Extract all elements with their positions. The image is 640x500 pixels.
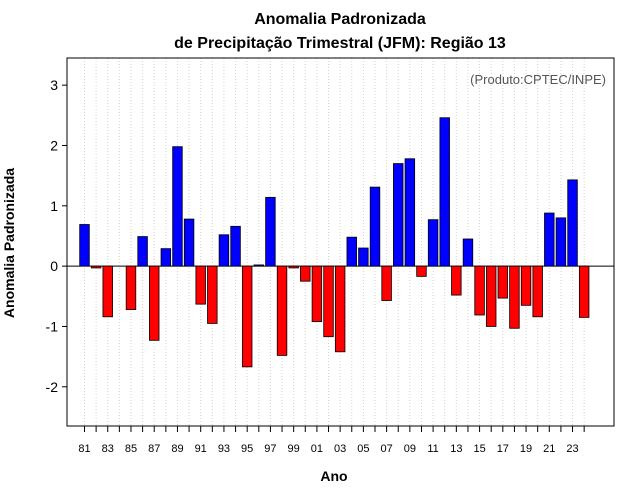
bar-1988: [160, 248, 172, 267]
x-tick-label: 81: [78, 443, 90, 455]
bar-1997: [265, 196, 276, 267]
x-tick-label: 01: [311, 443, 323, 455]
x-tick-label: 15: [473, 443, 485, 455]
bar-1992: [207, 265, 218, 324]
bar-2013: [451, 265, 462, 296]
x-tick-label: 17: [497, 443, 509, 455]
bar-series: [79, 117, 590, 368]
x-tick-label: 99: [288, 443, 300, 455]
bar-1996: [253, 264, 265, 267]
x-tick-label: 87: [148, 443, 160, 455]
y-tick-label: 1: [50, 198, 58, 214]
x-axis: 81 83 85 87 89 91 93 95 97 99 01 03 05 07 09 11 13 15 17 19…: [78, 426, 585, 455]
x-tick-label: 89: [171, 443, 183, 455]
x-tick-label: 91: [195, 443, 207, 455]
x-tick-label: 21: [543, 443, 555, 455]
chart-title-line1: Anomalia Padronizada: [254, 11, 426, 28]
x-tick-label: 03: [334, 443, 346, 455]
x-tick-label: 95: [241, 443, 253, 455]
bar-1998: [276, 265, 288, 356]
bar-2017: [497, 265, 509, 299]
bar-2016: [485, 265, 497, 327]
bar-2019: [520, 265, 532, 306]
bar-2022: [555, 217, 567, 267]
bar-2009: [404, 158, 416, 267]
chart-title-line2: de Precipitação Trimestral (JFM): Região…: [174, 35, 506, 52]
bar-2003: [334, 265, 346, 353]
x-tick-label: 93: [218, 443, 230, 455]
bar-1987: [149, 265, 160, 341]
bar-1994: [230, 225, 241, 267]
bar-2002: [323, 265, 334, 338]
bar-2020: [532, 265, 543, 318]
bar-2014: [462, 238, 474, 267]
x-tick-label: 85: [125, 443, 137, 455]
source-annotation: (Produto:CPTEC/INPE): [470, 72, 606, 87]
bar-2007: [381, 265, 392, 301]
bar-2004: [346, 236, 357, 267]
bar-1986: [137, 236, 148, 267]
y-axis-title: Anomalia Padronizada: [1, 168, 17, 318]
bar-1989: [172, 146, 183, 267]
bar-1991: [195, 265, 206, 305]
bar-2000: [300, 265, 311, 282]
y-tick-label: -2: [46, 379, 59, 395]
bar-1983: [102, 265, 113, 318]
bar-1999: [288, 265, 299, 269]
bar-2001: [311, 265, 323, 323]
bar-2005: [358, 247, 369, 267]
x-tick-label: 05: [357, 443, 369, 455]
x-tick-label: 11: [427, 443, 438, 455]
y-tick-label: 2: [50, 137, 58, 153]
bar-2012: [439, 117, 450, 267]
bar-1995: [241, 265, 253, 368]
x-tick-label: 83: [102, 443, 114, 455]
x-tick-label: 09: [404, 443, 416, 455]
vertical-gridlines: [84, 58, 585, 426]
x-tick-label: 97: [264, 443, 276, 455]
x-tick-label: 23: [566, 443, 578, 455]
y-tick-label: 0: [50, 258, 58, 274]
bar-2021: [544, 212, 555, 267]
bar-2023: [567, 179, 578, 267]
bar-2006: [369, 186, 381, 267]
bar-1990: [183, 218, 195, 267]
bar-1985: [125, 265, 137, 310]
bar-2008: [393, 163, 404, 267]
x-tick-label: 07: [380, 443, 392, 455]
x-tick-label: 13: [450, 443, 462, 455]
bar-1982: [90, 265, 102, 269]
bar-2024: [578, 265, 590, 318]
bar-2018: [509, 265, 520, 329]
bar-2011: [427, 219, 439, 267]
y-tick-label: -1: [46, 318, 59, 334]
bar-1993: [218, 234, 230, 267]
bar-2015: [474, 265, 485, 316]
y-tick-label: 3: [50, 77, 58, 93]
x-tick-label: 19: [520, 443, 532, 455]
bar-2010: [416, 265, 427, 277]
bar-1981: [79, 224, 90, 267]
y-axis: -2 -1 0 1 2 3: [46, 77, 67, 395]
x-axis-title: Ano: [320, 468, 347, 484]
